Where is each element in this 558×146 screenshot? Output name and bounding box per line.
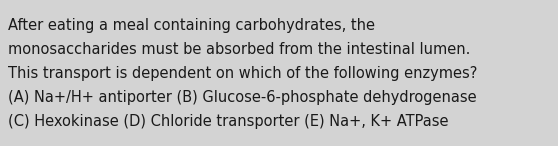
Text: (A) Na+/H+ antiporter (B) Glucose-6-phosphate dehydrogenase: (A) Na+/H+ antiporter (B) Glucose-6-phos…	[8, 90, 477, 105]
Text: This transport is dependent on which of the following enzymes?: This transport is dependent on which of …	[8, 66, 478, 81]
Text: monosaccharides must be absorbed from the intestinal lumen.: monosaccharides must be absorbed from th…	[8, 42, 470, 57]
Text: (C) Hexokinase (D) Chloride transporter (E) Na+, K+ ATPase: (C) Hexokinase (D) Chloride transporter …	[8, 114, 449, 129]
Text: After eating a meal containing carbohydrates, the: After eating a meal containing carbohydr…	[8, 18, 375, 33]
